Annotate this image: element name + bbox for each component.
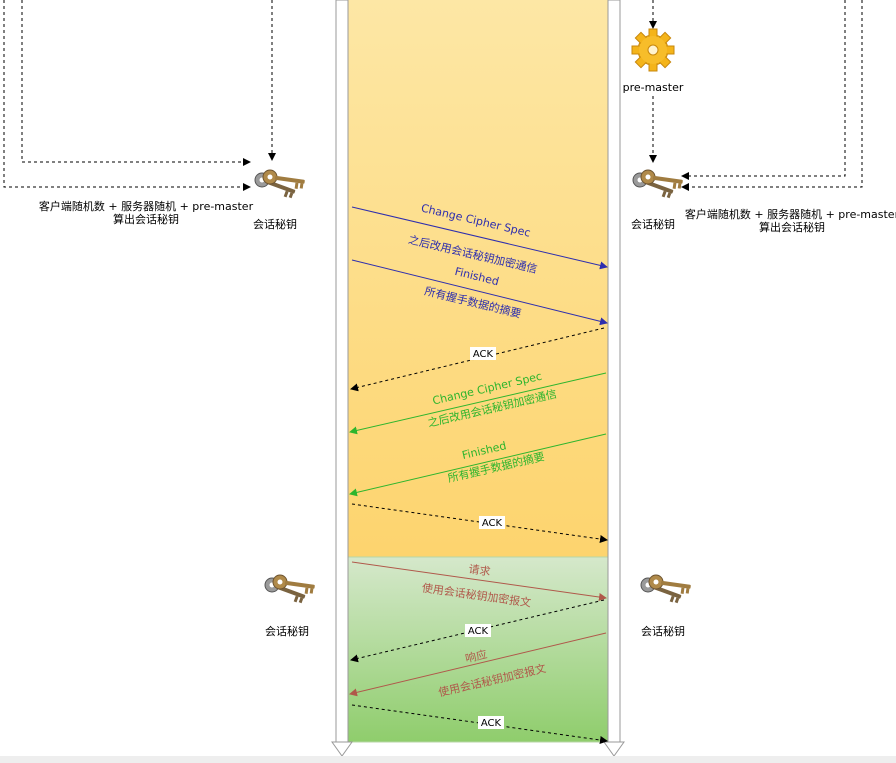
- ack-label: ACK: [481, 718, 502, 729]
- session-key-label: 会话秘钥: [641, 624, 685, 638]
- premaster-label: pre-master: [623, 81, 684, 94]
- key-icon: [254, 169, 306, 199]
- ack-arrow: [350, 599, 605, 663]
- session-key-label: 会话秘钥: [265, 624, 309, 638]
- gear-icon: [631, 28, 675, 72]
- footer-strip: [0, 756, 896, 763]
- right-calc-line1: 客户端随机数 + 服务器随机 + pre-master: [685, 207, 896, 221]
- response-title: 响应: [464, 647, 489, 666]
- ack-label-bg: [470, 347, 496, 360]
- client-finished-arrow: [351, 259, 608, 326]
- server-finished-arrow: [349, 433, 607, 497]
- left-calc-line2: 算出会话秘钥: [113, 212, 179, 226]
- request-title: 请求: [468, 563, 492, 579]
- left-connectors: [3, 0, 276, 191]
- right-calc-line2: 算出会话秘钥: [759, 220, 825, 234]
- request-arrow: [351, 561, 607, 601]
- session-key-label: 会话秘钥: [253, 217, 297, 231]
- encrypted-data-zone: [347, 556, 609, 743]
- session-key-label: 会话秘钥: [631, 217, 675, 231]
- server-change-cipher-spec-arrow: [349, 372, 607, 435]
- ack-label: ACK: [473, 349, 494, 360]
- client-change-cipher-spec-arrow: [351, 206, 608, 270]
- ack-label-bg: [479, 516, 505, 529]
- right-connectors: [649, 0, 863, 191]
- server-lifeline: [603, 0, 625, 757]
- ack-label: ACK: [482, 518, 503, 529]
- ack-label: ACK: [468, 626, 489, 637]
- client-lifeline: [331, 0, 353, 757]
- ack-label-bg: [465, 624, 491, 637]
- ack-label-bg: [478, 716, 504, 729]
- key-icon: [264, 574, 316, 604]
- key-icon: [632, 169, 684, 199]
- ack-arrow: [350, 327, 605, 392]
- key-icon: [640, 574, 692, 604]
- left-calc-line1: 客户端随机数 + 服务器随机 + pre-master: [39, 199, 254, 213]
- response-arrow: [349, 632, 607, 697]
